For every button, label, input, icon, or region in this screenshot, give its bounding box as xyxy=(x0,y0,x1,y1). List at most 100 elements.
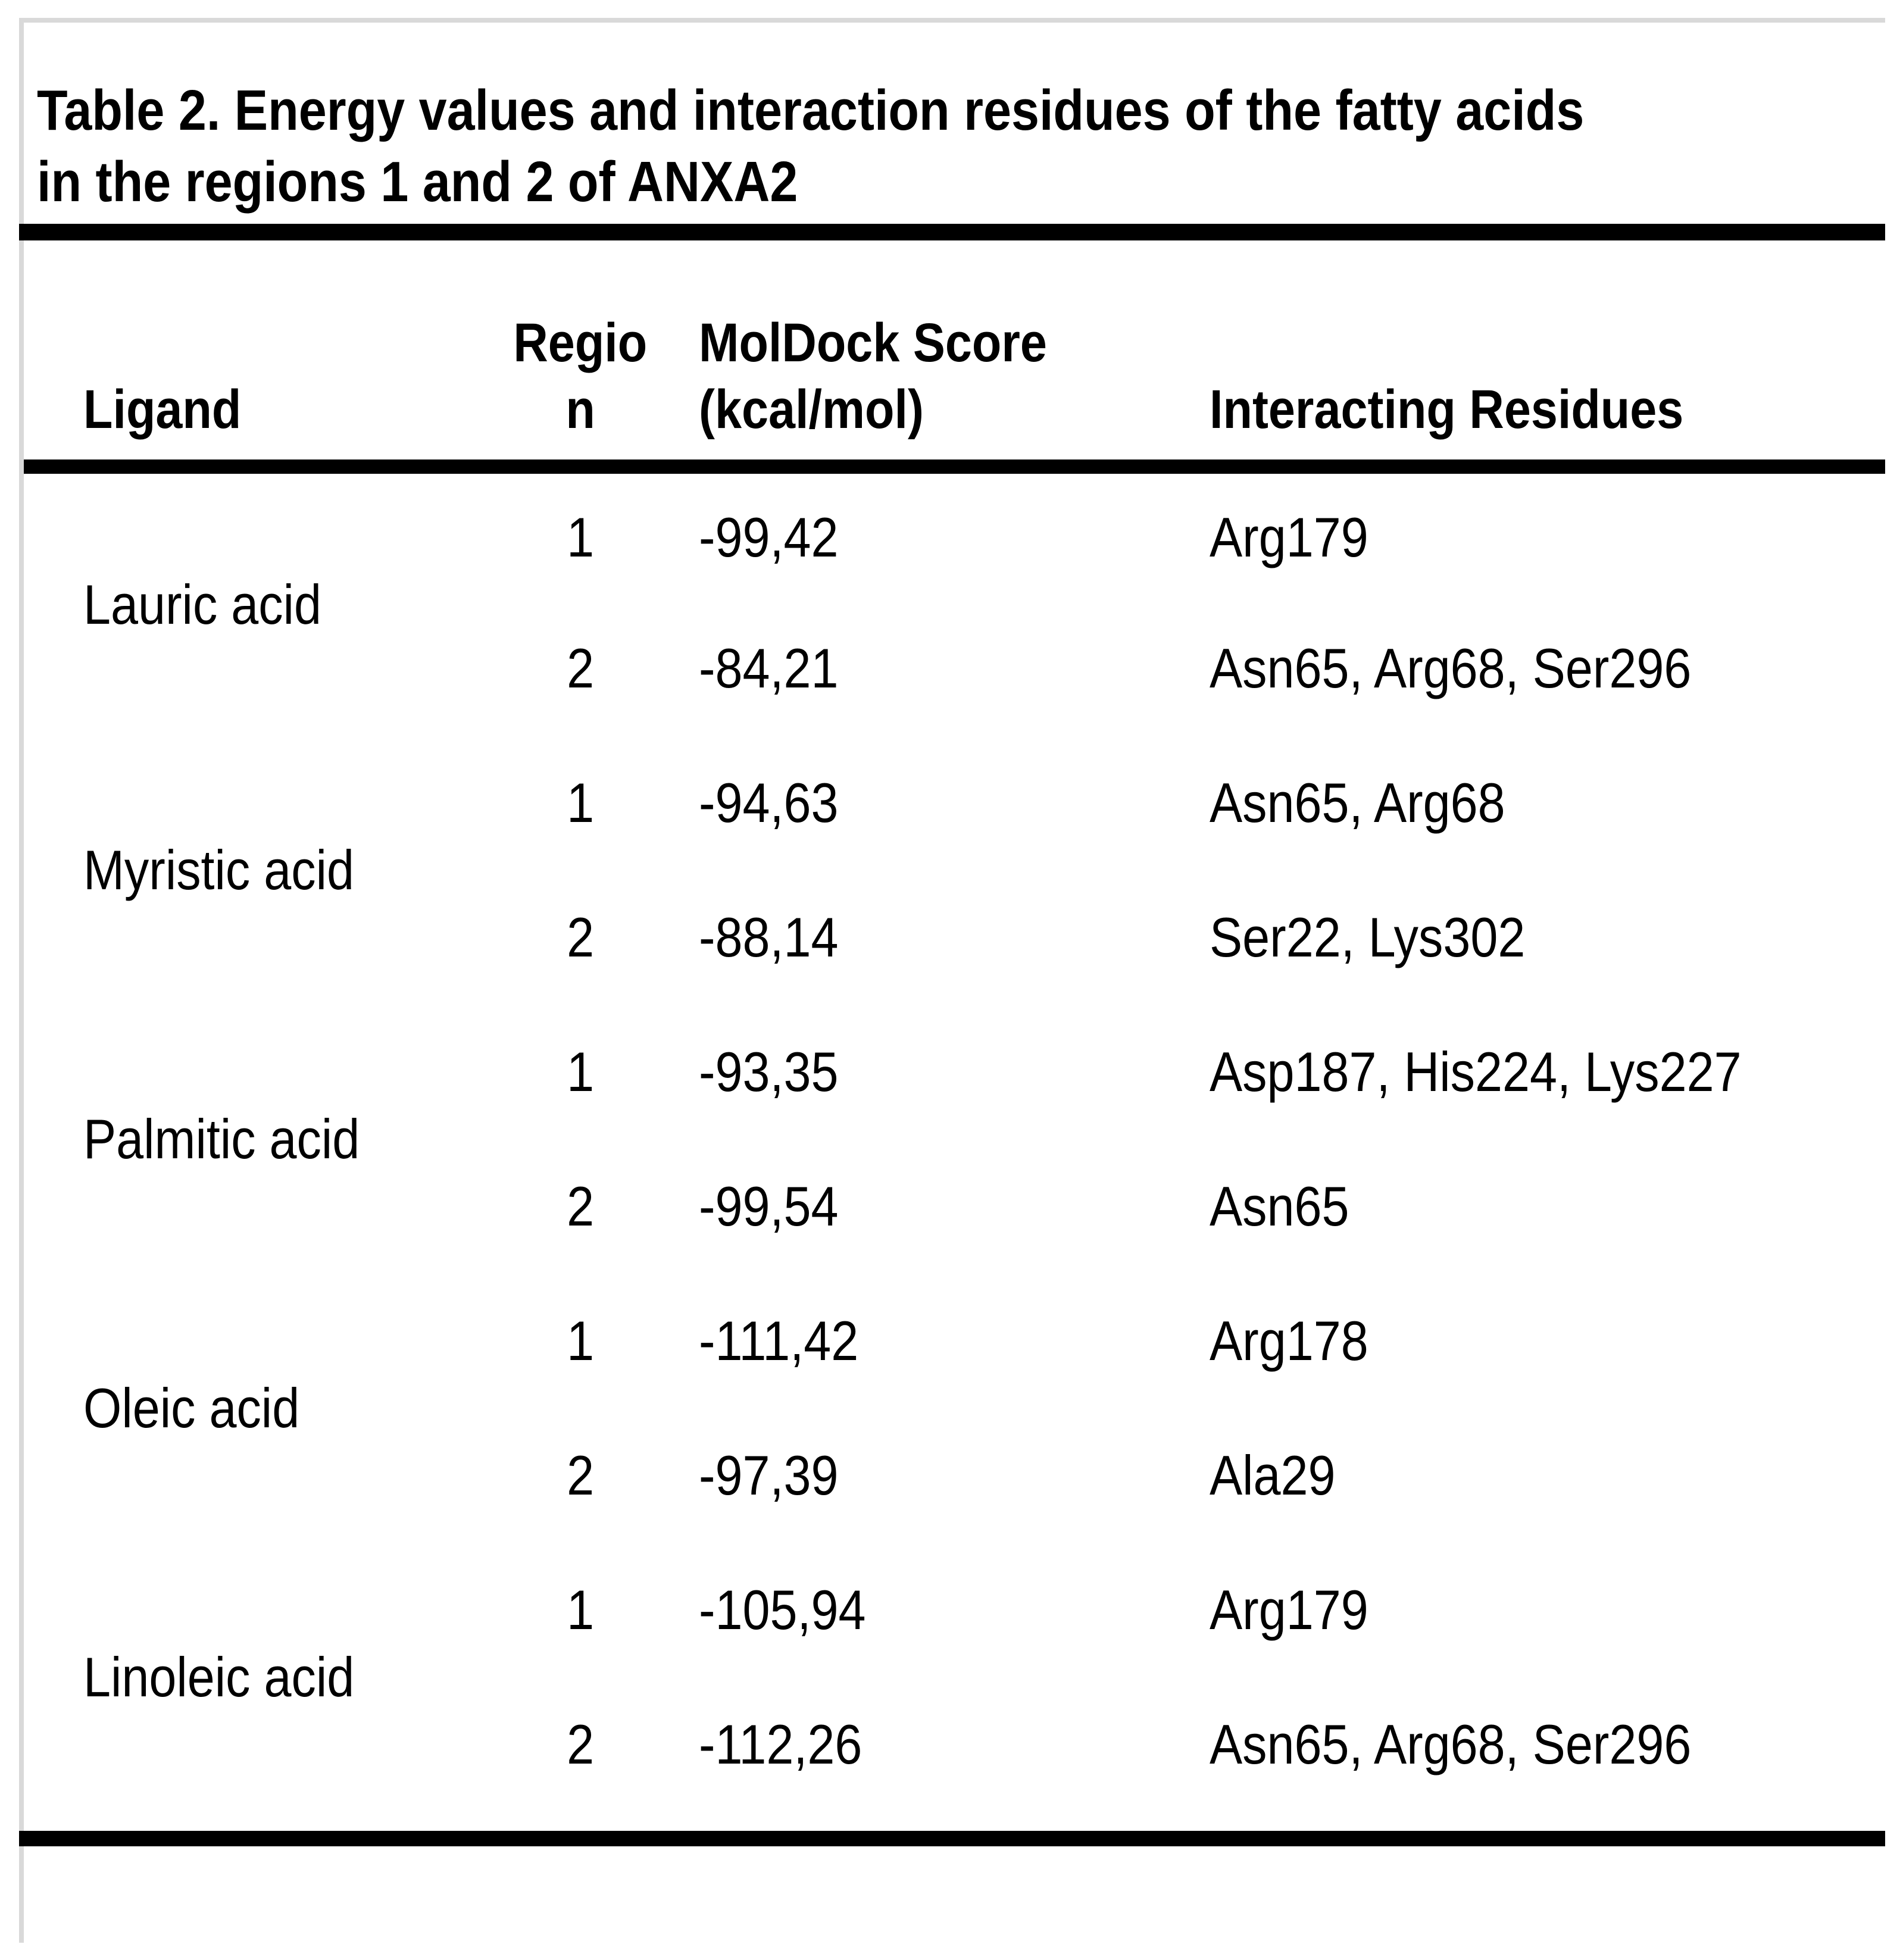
table-row: 2 -88,14 Ser22, Lys302 xyxy=(24,870,1885,1005)
column-header-score: MolDock Score (kcal/mol) xyxy=(696,240,1179,474)
region-cell: 1 xyxy=(464,1543,696,1677)
score-value: -84,21 xyxy=(699,637,839,699)
region-value: 2 xyxy=(566,906,595,968)
region-header-line-1: Regio xyxy=(513,312,648,373)
title-text-line-2: in the regions 1 and 2 of ANXA2 xyxy=(37,150,798,214)
table-row: Palmitic acid 1 -93,35 Asp187, His224, L… xyxy=(24,1005,1885,1170)
region-cell: 1 xyxy=(464,1274,696,1408)
score-value: -93,35 xyxy=(699,1040,839,1103)
table-row: Oleic acid 1 -111,42 Arg178 xyxy=(24,1274,1885,1439)
score-value: -99,54 xyxy=(699,1175,839,1237)
residues-value: Ala29 xyxy=(1210,1444,1336,1506)
header-row: Ligand Regio n MolDock Score (kcal/mol) … xyxy=(24,240,1885,474)
residues-cell: Arg178 xyxy=(1179,1274,1885,1408)
table-row: 2 -84,21 Asn65, Arg68, Ser296 xyxy=(24,601,1885,736)
region-value: 1 xyxy=(566,771,595,834)
table-row: 2 -112,26 Asn65, Arg68, Ser296 xyxy=(24,1677,1885,1812)
column-header-region: Regio n xyxy=(464,240,696,474)
residues-cell: Asn65, Arg68, Ser296 xyxy=(1179,601,1885,736)
score-value: -97,39 xyxy=(699,1444,839,1506)
ligand-cell: Lauric acid xyxy=(24,467,464,736)
score-cell: -112,26 xyxy=(696,1677,1179,1812)
ligand-header-label: Ligand xyxy=(83,379,242,440)
title-line-1: Table 2. Energy values and interaction r… xyxy=(37,75,1879,146)
ligand-label: Linoleic acid xyxy=(83,1646,355,1708)
region-header-line-2: n xyxy=(565,379,595,440)
score-value: -99,42 xyxy=(699,506,839,568)
residues-value: Ser22, Lys302 xyxy=(1210,906,1526,968)
region-value: 2 xyxy=(566,637,595,699)
score-cell: -93,35 xyxy=(696,1005,1179,1139)
score-value: -88,14 xyxy=(699,906,839,968)
score-cell: -99,42 xyxy=(696,467,1179,601)
region-cell: 2 xyxy=(464,1408,696,1543)
score-cell: -111,42 xyxy=(696,1274,1179,1408)
region-cell: 1 xyxy=(464,467,696,601)
residues-header-label: Interacting Residues xyxy=(1210,379,1684,440)
score-value: -105,94 xyxy=(699,1578,866,1641)
region-value: 2 xyxy=(566,1713,595,1775)
residues-cell: Asp187, His224, Lys227 xyxy=(1179,1005,1885,1139)
table-title: Table 2. Energy values and interaction r… xyxy=(24,23,1885,218)
title-line-2: in the regions 1 and 2 of ANXA2 xyxy=(37,146,1879,218)
residues-value: Arg179 xyxy=(1210,506,1368,568)
region-value: 1 xyxy=(566,506,595,568)
residues-cell: Arg179 xyxy=(1179,1543,1885,1677)
column-header-residues: Interacting Residues xyxy=(1179,240,1885,474)
residues-value: Arg179 xyxy=(1210,1578,1368,1641)
table-row: 2 -99,54 Asn65 xyxy=(24,1139,1885,1274)
title-text-line-1: Table 2. Energy values and interaction r… xyxy=(37,79,1585,142)
residues-value: Asp187, His224, Lys227 xyxy=(1210,1040,1742,1103)
table-row: Lauric acid 1 -99,42 Arg179 xyxy=(24,467,1885,636)
table-row: 2 -97,39 Ala29 xyxy=(24,1408,1885,1543)
score-cell: -84,21 xyxy=(696,601,1179,736)
score-value: -112,26 xyxy=(699,1713,863,1775)
ligand-label: Oleic acid xyxy=(83,1377,300,1439)
region-cell: 1 xyxy=(464,736,696,870)
residues-cell: Arg179 xyxy=(1179,467,1885,601)
residues-cell: Ser22, Lys302 xyxy=(1179,870,1885,1005)
residues-value: Arg178 xyxy=(1210,1309,1368,1372)
score-value: -94,63 xyxy=(699,771,839,834)
title-rule xyxy=(19,224,1885,240)
residues-cell: Ala29 xyxy=(1179,1408,1885,1543)
table-body: Lauric acid 1 -99,42 Arg179 2 -84,21 Asn… xyxy=(24,467,1885,1812)
region-value: 1 xyxy=(566,1040,595,1103)
region-cell: 2 xyxy=(464,1677,696,1812)
ligand-label: Lauric acid xyxy=(83,573,322,636)
region-cell: 2 xyxy=(464,1139,696,1274)
score-header-line-1: MolDock Score xyxy=(699,312,1047,373)
residues-value: Asn65 xyxy=(1210,1175,1349,1237)
results-table: Ligand Regio n MolDock Score (kcal/mol) … xyxy=(24,240,1885,1812)
region-cell: 2 xyxy=(464,870,696,1005)
score-cell: -94,63 xyxy=(696,736,1179,870)
residues-cell: Asn65, Arg68, Ser296 xyxy=(1179,1677,1885,1812)
column-header-ligand: Ligand xyxy=(24,240,464,474)
ligand-cell: Myristic acid xyxy=(24,736,464,1005)
region-value: 1 xyxy=(566,1578,595,1641)
residues-cell: Asn65, Arg68 xyxy=(1179,736,1885,870)
table-header: Ligand Regio n MolDock Score (kcal/mol) … xyxy=(24,240,1885,474)
region-value: 1 xyxy=(566,1309,595,1372)
score-cell: -105,94 xyxy=(696,1543,1179,1677)
table-row: Myristic acid 1 -94,63 Asn65, Arg68 xyxy=(24,736,1885,901)
region-value: 2 xyxy=(566,1444,595,1506)
residues-cell: Asn65 xyxy=(1179,1139,1885,1274)
table-row: Linoleic acid 1 -105,94 Arg179 xyxy=(24,1543,1885,1708)
score-value: -111,42 xyxy=(699,1309,859,1372)
region-value: 2 xyxy=(566,1175,595,1237)
residues-value: Asn65, Arg68 xyxy=(1210,771,1505,834)
region-cell: 1 xyxy=(464,1005,696,1139)
ligand-cell: Linoleic acid xyxy=(24,1543,464,1812)
ligand-label: Myristic acid xyxy=(83,839,355,901)
document-sheet: Table 2. Energy values and interaction r… xyxy=(19,18,1885,1943)
score-cell: -97,39 xyxy=(696,1408,1179,1543)
ligand-label: Palmitic acid xyxy=(83,1108,360,1170)
ligand-cell: Oleic acid xyxy=(24,1274,464,1543)
score-cell: -99,54 xyxy=(696,1139,1179,1274)
residues-value: Asn65, Arg68, Ser296 xyxy=(1210,637,1692,699)
region-cell: 2 xyxy=(464,601,696,736)
bottom-rule xyxy=(19,1831,1885,1846)
ligand-cell: Palmitic acid xyxy=(24,1005,464,1274)
